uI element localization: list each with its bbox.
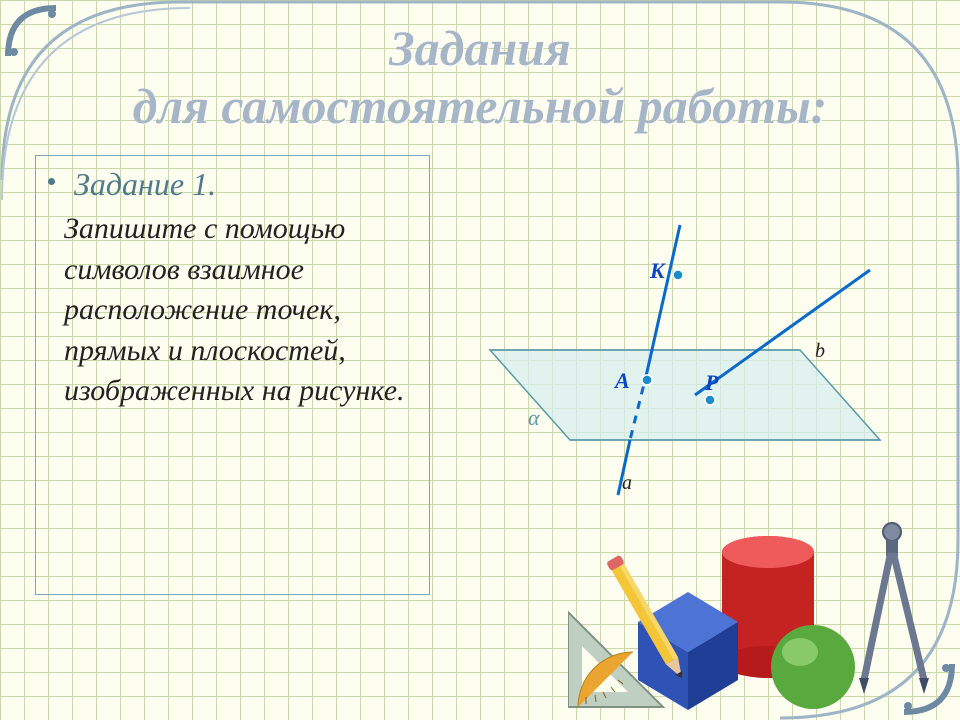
sphere-icon — [771, 625, 855, 709]
label-K: K — [650, 258, 665, 284]
shapes-clipart — [568, 492, 948, 712]
slide: Задания для самостоятельной работы: Зада… — [0, 0, 960, 720]
task-heading: Задание 1. — [74, 166, 415, 203]
page-title: Задания для самостоятельной работы: — [0, 20, 960, 135]
label-b: b — [815, 340, 825, 363]
diagram-svg — [470, 210, 920, 530]
point-P — [705, 395, 715, 405]
task-body: Запишите с помощью символов взаимное рас… — [64, 209, 415, 412]
title-line1: Задания — [389, 20, 571, 76]
point-A — [642, 375, 652, 385]
plane-alpha — [490, 350, 880, 440]
geometry-diagram: K A P b a α — [470, 210, 920, 530]
label-A: A — [615, 368, 630, 394]
label-alpha: α — [528, 405, 540, 431]
compass-icon — [859, 523, 929, 694]
task-box: Задание 1. Запишите с помощью символов в… — [35, 155, 430, 595]
point-K — [673, 270, 683, 280]
label-P: P — [705, 370, 718, 396]
bullet-icon — [48, 178, 55, 185]
title-line2: для самостоятельной работы: — [133, 78, 828, 134]
